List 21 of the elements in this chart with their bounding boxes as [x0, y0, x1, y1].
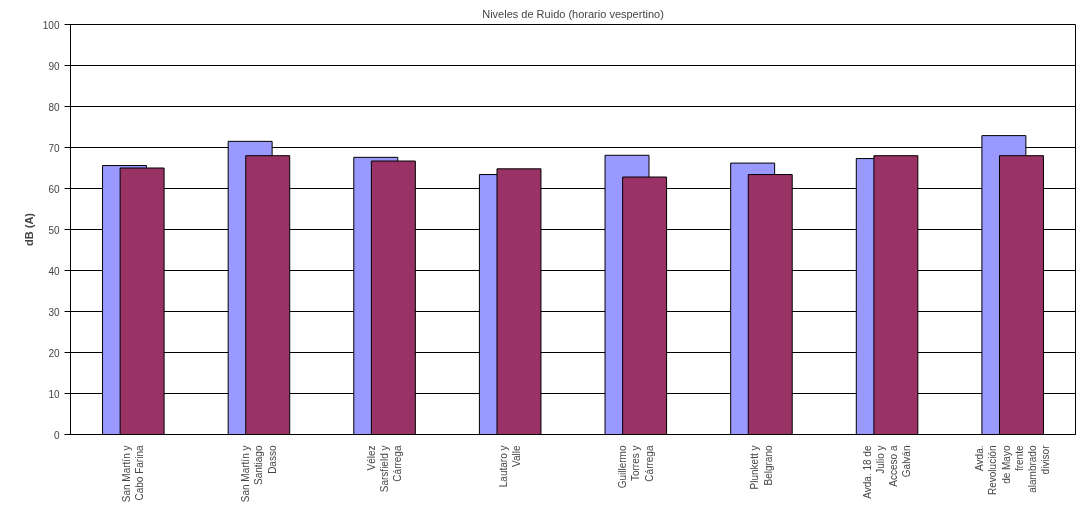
x-tick-label: Avda. 18 de Julio y Acceso a Galván: [861, 445, 913, 499]
y-axis-title: dB (A): [22, 212, 35, 246]
x-tick-label: Guillermo Torres y Cárrega: [617, 445, 655, 489]
y-tick-label: 10: [48, 388, 60, 400]
y-tick-label: 50: [48, 224, 60, 236]
y-tick-label: 70: [48, 142, 60, 154]
x-tick-label: Lautaro y Valle: [498, 445, 523, 488]
y-tick-label: 90: [48, 60, 60, 72]
chart-title: Niveles de Ruido (horario vespertino): [482, 7, 664, 20]
y-tick-label: 30: [48, 306, 60, 318]
y-tick-label: 0: [53, 429, 60, 441]
y-tick-label: 60: [48, 183, 60, 195]
y-tick-label: 20: [48, 347, 60, 359]
y-tick-label: 40: [48, 265, 60, 277]
x-tick-label: Plunkett y Belgrano: [749, 445, 774, 490]
x-tick-label: San Martín y Santiago Dasso: [240, 445, 278, 503]
x-tick-label: Avda. Revolución de Mayo frente alambrado divisor: [974, 444, 1052, 495]
y-tick-label: 80: [48, 101, 60, 113]
x-tick-label: Vélez Sarsfield y Cárrega: [365, 445, 404, 493]
x-tick-label: San Martín y Cabo Farina: [121, 445, 146, 503]
y-tick-label: 100: [42, 19, 60, 31]
